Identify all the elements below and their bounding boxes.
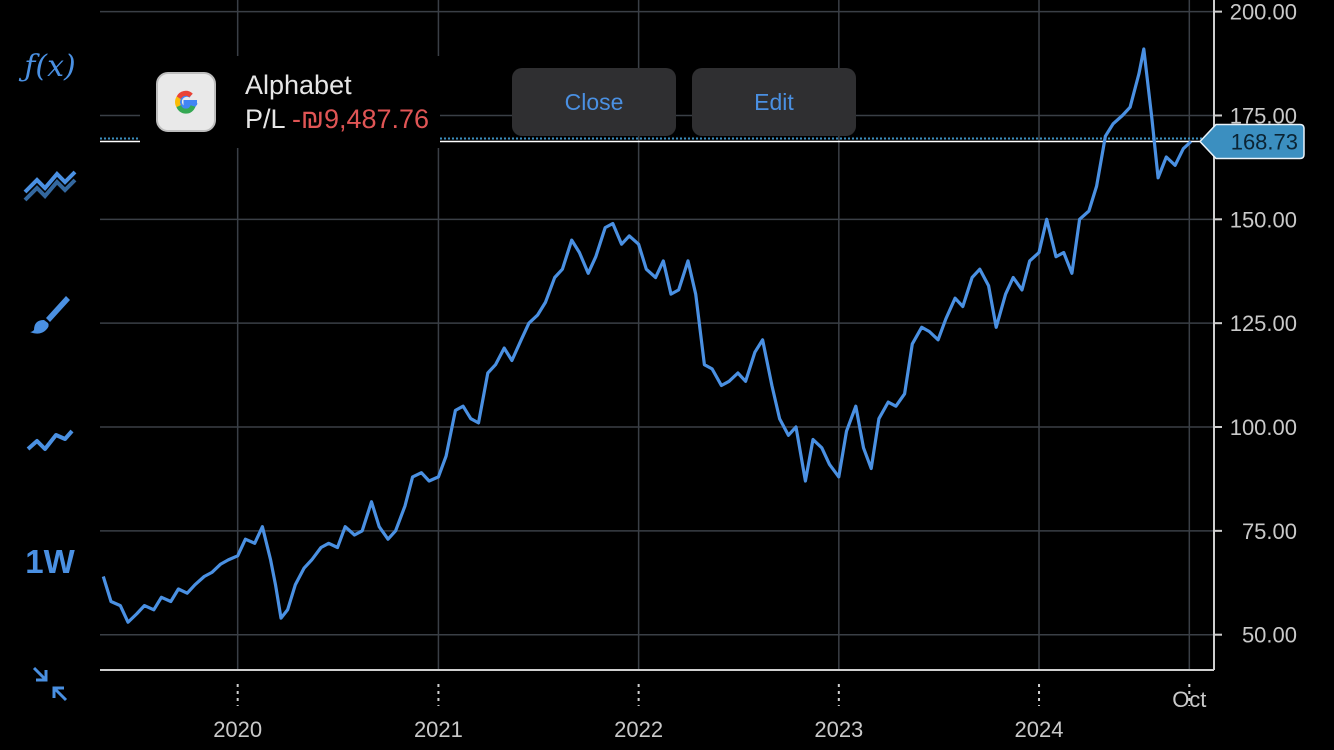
- y-tick-label: 75.00: [1242, 519, 1297, 544]
- price-badge-shape: [1198, 123, 1305, 160]
- indicators-button[interactable]: [12, 160, 88, 216]
- function-label: ƒ(x): [24, 48, 76, 84]
- x-tick-label: 2023: [814, 717, 863, 742]
- y-tick-label: 200.00: [1230, 0, 1297, 25]
- y-tick-label: 125.00: [1230, 311, 1297, 336]
- pl-row: P/L -₪9,487.76: [245, 104, 429, 135]
- drawing-brush-icon: [30, 296, 70, 334]
- google-g-logo-icon: [175, 90, 198, 114]
- function-button[interactable]: ƒ(x): [12, 38, 88, 94]
- x-tick-label: 2022: [614, 717, 663, 742]
- axes: [100, 0, 1215, 671]
- edit-button[interactable]: Edit: [692, 68, 856, 136]
- x-tick-label: 2020: [213, 717, 262, 742]
- y-tick-label: 150.00: [1230, 207, 1297, 232]
- chart-type-button[interactable]: [12, 412, 88, 468]
- drawing-tools-button[interactable]: [12, 286, 88, 342]
- x-tick-label: 2021: [414, 717, 463, 742]
- chart-type-line-icon: [26, 429, 74, 451]
- timeframe-label: 1W: [25, 543, 75, 580]
- pl-value: -₪9,487.76: [292, 104, 430, 134]
- y-tick-label: 50.00: [1242, 623, 1297, 648]
- instrument-name: Alphabet: [245, 70, 352, 100]
- x-tick-label: Oct: [1172, 687, 1206, 712]
- price-series-line: [101, 47, 1193, 624]
- series-layer: [101, 47, 1193, 624]
- indicators-icon: [23, 170, 77, 202]
- collapse-button[interactable]: [12, 656, 88, 712]
- y-tick-label: 100.00: [1230, 415, 1297, 440]
- pl-label: P/L: [245, 104, 285, 134]
- collapse-icon: [32, 666, 68, 702]
- x-tick-label: 2024: [1015, 717, 1064, 742]
- close-button[interactable]: Close: [512, 68, 676, 136]
- company-logo: [156, 72, 216, 132]
- timeframe-button[interactable]: 1W: [12, 534, 88, 590]
- current-price-badge: 168.73: [1198, 123, 1305, 160]
- current-price-label: 168.73: [1231, 130, 1298, 155]
- x-tick-labels: 2020 2021 2022 2023 2024 Oct: [213, 687, 1206, 742]
